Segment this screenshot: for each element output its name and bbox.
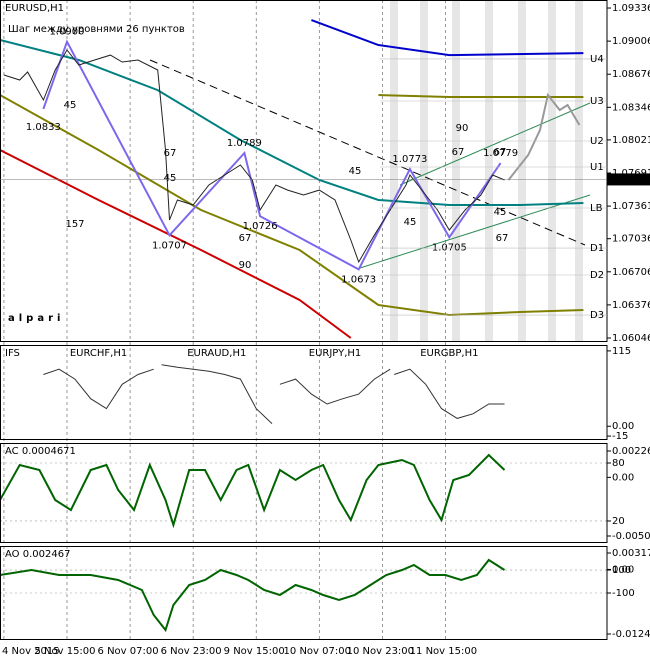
value-label: 1.0789	[227, 138, 262, 149]
value-label: 1.0726	[243, 221, 278, 232]
series-line	[378, 94, 584, 98]
y-tick-label: 0.002266	[612, 446, 650, 457]
y2-tick-label: 100	[612, 565, 631, 576]
panel-title: IFS	[5, 348, 20, 359]
trend-line	[149, 59, 586, 246]
panel-title: AC 0.0004671	[5, 446, 76, 457]
y-tick-label: 0.00	[612, 564, 634, 575]
y2-tick-label: 20	[612, 516, 625, 527]
x-tick-label: 10 Nov 23:00	[347, 646, 414, 657]
series-line	[0, 453, 506, 529]
annotation: 67	[452, 147, 465, 158]
y-tick-label: 1.08346	[612, 102, 650, 113]
y-tick-label: -0.005038	[612, 531, 650, 542]
x-tick-label: 9 Nov 15:00	[224, 646, 285, 657]
annotation: 157	[65, 219, 84, 230]
y2-tick-label: 80	[612, 458, 625, 469]
y-tick-label: 115	[612, 346, 631, 357]
panel-frame	[0, 345, 608, 440]
annotation: 67	[494, 147, 507, 158]
channel-line	[359, 194, 591, 269]
y-tick-label: 1.08676	[612, 69, 650, 80]
series-line	[311, 19, 584, 57]
annotation: 67	[239, 233, 252, 244]
series-name: EURCHF,H1	[70, 348, 127, 359]
series-name: EURJPY,H1	[309, 348, 362, 359]
value-label: 1.0707	[152, 240, 187, 251]
series-line	[0, 39, 584, 206]
series-line	[279, 368, 391, 405]
level-label: U2	[590, 136, 604, 147]
series-name: EURGBP,H1	[420, 348, 478, 359]
watermark: alpari	[8, 313, 64, 324]
x-tick-label: 6 Nov 23:00	[161, 646, 222, 657]
y-tick-label: 1.06376	[612, 300, 650, 311]
level-label: D3	[590, 310, 604, 321]
series-line	[0, 94, 584, 317]
x-tick-label: 10 Nov 07:00	[284, 646, 351, 657]
series-line	[394, 368, 505, 419]
x-tick-label: 5 Nov 15:00	[34, 646, 95, 657]
annotation: 67	[164, 148, 177, 159]
x-tick-label: 6 Nov 07:00	[98, 646, 159, 657]
annotation: 90	[239, 260, 252, 271]
annotation: 45	[494, 207, 507, 218]
annotation: 67	[496, 233, 509, 244]
subtitle: Шаг между уровнями 26 пунктов	[8, 24, 185, 35]
panel-frame	[0, 0, 608, 342]
series-line	[43, 368, 154, 410]
y-tick-label: 0.00	[612, 421, 634, 432]
level-label: U4	[590, 54, 604, 65]
annotation: 45	[349, 166, 362, 177]
level-label: D2	[590, 270, 604, 281]
value-label: 1.0779	[483, 148, 518, 159]
y-tick-label: 1.08021	[612, 135, 650, 146]
series-line	[0, 149, 352, 339]
y-tick-label: 1.09006	[612, 36, 650, 47]
x-tick-label: 4 Nov 2015	[2, 646, 60, 657]
level-label: LB	[590, 203, 603, 214]
series-line	[507, 92, 581, 181]
y-tick-label: 1.09336	[612, 3, 650, 14]
last-price-box	[607, 173, 650, 186]
session-bands	[390, 0, 583, 342]
y2-tick-label: -100	[612, 588, 635, 599]
channel-line	[399, 102, 591, 186]
panel-title: AO 0.002467	[5, 549, 70, 560]
annotation: 90	[456, 123, 469, 134]
annotation: 45	[164, 173, 177, 184]
series-line	[0, 558, 506, 633]
y-tick-label: 1.06046	[612, 333, 650, 344]
level-label: U3	[590, 96, 604, 107]
panel-title: EURUSD,H1	[5, 3, 64, 14]
y-tick-label: 0.003175	[612, 548, 650, 559]
value-label: 1.0673	[341, 274, 376, 285]
y-tick-label: -15	[612, 431, 628, 442]
panel-frame	[0, 443, 608, 543]
series-name: EURAUD,H1	[187, 348, 246, 359]
last-price-label: 1.07627	[612, 174, 650, 185]
value-label: 1.0773	[392, 154, 427, 165]
level-label: D1	[590, 243, 604, 254]
y-tick-label: 1.06706	[612, 267, 650, 278]
series-line	[161, 364, 273, 424]
panel-frame	[0, 546, 608, 640]
y-tick-label: -0.012471	[612, 629, 650, 640]
y-tick-label: 1.07036	[612, 234, 650, 245]
annotation: 45	[404, 217, 417, 228]
series-line	[3, 49, 505, 264]
y-tick-label: 0.00	[612, 472, 634, 483]
annotation: 45	[64, 100, 77, 111]
level-label: U1	[590, 162, 604, 173]
y-tick-label: 1.07361	[612, 201, 650, 212]
x-tick-label: 11 Nov 15:00	[410, 646, 477, 657]
value-label: 1.0900	[50, 27, 85, 38]
series-line	[42, 39, 502, 271]
value-label: 1.0833	[26, 122, 61, 133]
